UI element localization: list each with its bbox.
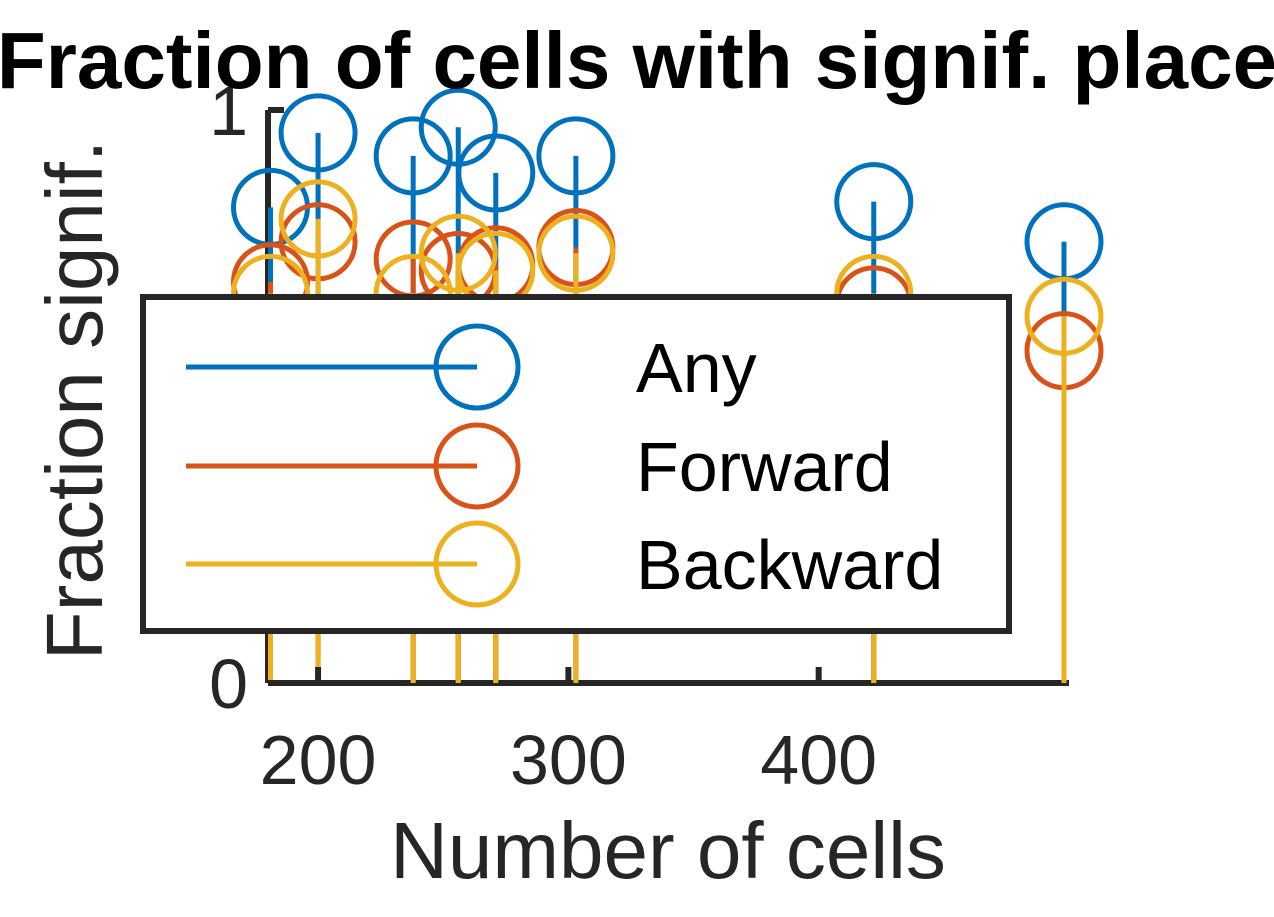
legend-label: Forward [636,428,893,506]
x-tick-label: 400 [760,721,877,799]
x-tick-label: 300 [510,721,627,799]
x-tick-label: 200 [260,721,377,799]
legend-label: Any [636,329,757,407]
y-tick-label: 0 [209,645,248,723]
legend: Any Forward Backward [143,297,1009,631]
chart-title: Fraction of cells with signif. place [0,16,1274,105]
legend-label: Backward [636,526,943,604]
x-axis-label: Number of cells [390,806,946,895]
y-axis-label: Fraction signif. [30,140,119,660]
